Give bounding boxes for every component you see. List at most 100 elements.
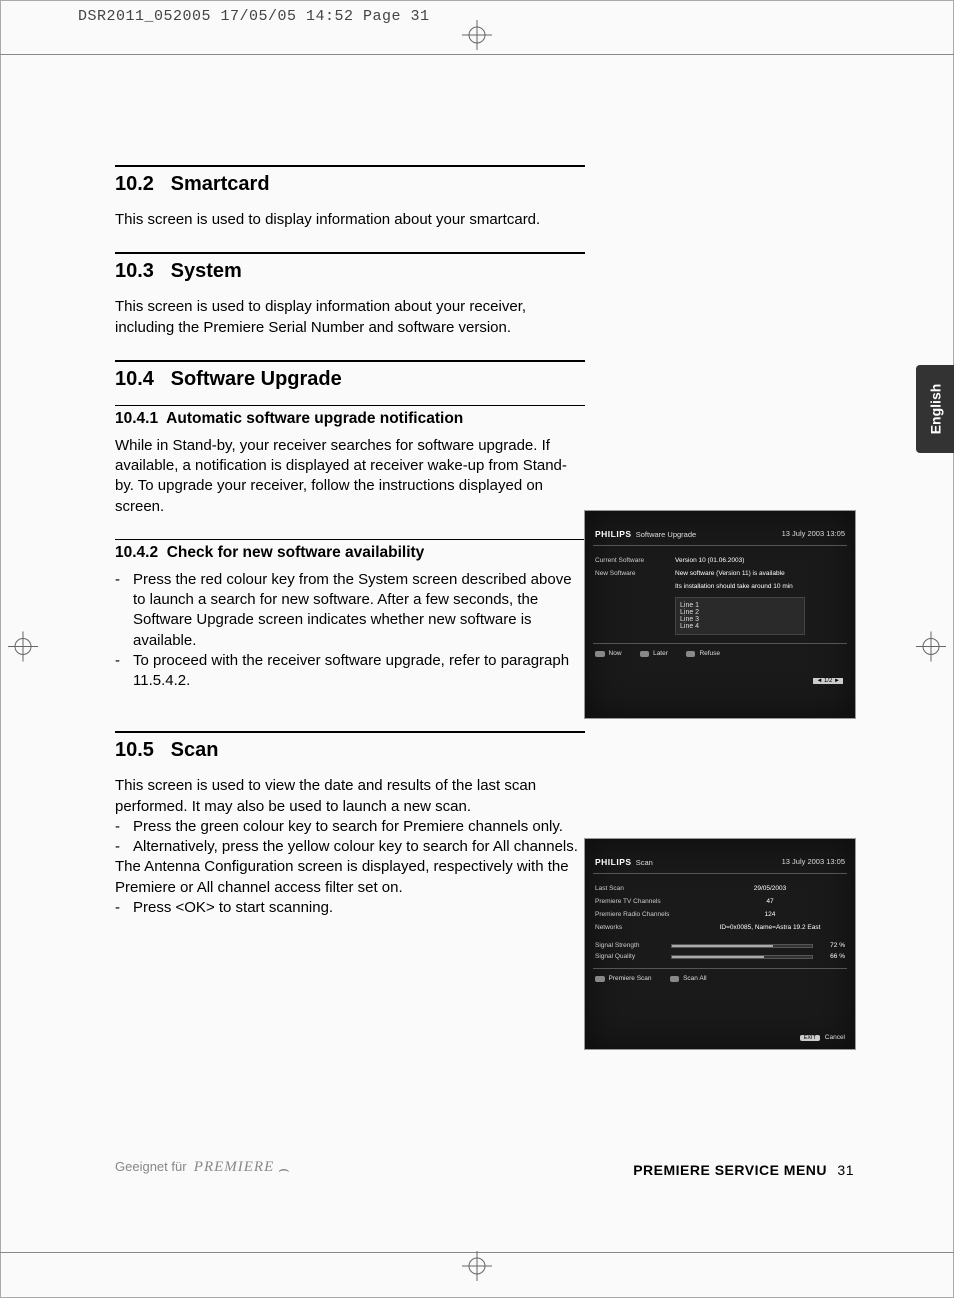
subsection-title-text: Automatic software upgrade notification [166, 410, 463, 427]
lines-box: Line 1 Line 2 Line 3 Line 4 [675, 597, 805, 635]
row-label: Last Scan [595, 885, 695, 892]
section-list: -Press the green colour key to search fo… [115, 817, 585, 858]
section-number: 10.2 [115, 173, 154, 195]
footer-left: Geeignet für PREMIERE ⌢ [115, 1159, 290, 1180]
info-row: Its installation should take around 10 m… [593, 580, 847, 593]
color-key-icon [670, 976, 680, 982]
section-title-text: Scan [171, 739, 219, 761]
screenshot-software-upgrade: PHILIPS Software Upgrade 13 July 2003 13… [584, 510, 856, 719]
language-tab-label: English [927, 384, 943, 435]
section-body: This screen is used to display informati… [115, 297, 585, 338]
subsection-list: -Press the red colour key from the Syste… [115, 570, 585, 692]
info-row: Premiere Radio Channels124 [593, 908, 847, 921]
footer-section-label: PREMIERE SERVICE MENU [633, 1162, 827, 1178]
signal-strength-row: Signal Strength 72 % [593, 940, 847, 951]
screen-datetime: 13 July 2003 13:05 [782, 857, 845, 867]
subsection-heading: 10.4.1 Automatic software upgrade notifi… [115, 410, 855, 428]
bar-percentage: 72 % [819, 942, 845, 949]
footer-option: Premiere Scan [595, 975, 652, 982]
subsection-rule [115, 539, 585, 540]
info-row: Current SoftwareVersion 10 (01.06.2003) [593, 554, 847, 567]
line-item: Line 1 [680, 602, 800, 609]
row-value: 47 [695, 898, 845, 905]
list-item-text: Press the green colour key to search for… [133, 817, 563, 837]
color-key-icon [640, 651, 650, 657]
subsection-body: While in Stand-by, your receiver searche… [115, 436, 585, 517]
screen-title: Software Upgrade [636, 530, 696, 539]
section-rule [115, 731, 585, 733]
row-value: Version 10 (01.06.2003) [675, 557, 744, 564]
screenshot-header: PHILIPS Scan 13 July 2003 13:05 [593, 845, 847, 874]
screenshot-footer: Now Later Refuse [593, 643, 847, 659]
line-item: Line 3 [680, 616, 800, 623]
subsection-number: 10.4.2 [115, 544, 158, 561]
row-value: 124 [695, 911, 845, 918]
row-value: ID=0x0085, Name=Astra 19.2 East [695, 924, 845, 931]
section-number: 10.3 [115, 260, 154, 282]
bar-percentage: 66 % [819, 953, 845, 960]
screenshot-header: PHILIPS Software Upgrade 13 July 2003 13… [593, 517, 847, 546]
bar-label: Signal Strength [595, 942, 665, 949]
screenshot-footer: Premiere Scan Scan All [593, 968, 847, 984]
screenshot-scan: PHILIPS Scan 13 July 2003 13:05 Last Sca… [584, 838, 856, 1050]
premiere-logo: PREMIERE [194, 1159, 274, 1175]
registration-mark-icon [8, 632, 38, 667]
section-heading: 10.5 Scan [115, 739, 855, 762]
row-label: New Software [595, 570, 675, 577]
section-title-text: Smartcard [171, 173, 270, 195]
section-heading: 10.3 System [115, 260, 855, 283]
list-item: -Press the green colour key to search fo… [115, 817, 585, 837]
info-row: Last Scan29/05/2003 [593, 882, 847, 895]
row-label: Current Software [595, 557, 675, 564]
section-title-text: System [171, 260, 242, 282]
footer-right: PREMIERE SERVICE MENU 31 [633, 1162, 854, 1178]
brand-label: PHILIPS [595, 857, 632, 867]
list-item-text: Alternatively, press the yellow colour k… [133, 837, 578, 857]
footer-option: Refuse [686, 650, 720, 657]
row-label: Premiere Radio Channels [595, 911, 695, 918]
row-label: Premiere TV Channels [595, 898, 695, 905]
section-rule [115, 165, 585, 167]
line-item: Line 4 [680, 623, 800, 630]
progress-fill [672, 945, 773, 947]
section-body: The Antenna Configuration screen is disp… [115, 857, 585, 898]
info-row: Premiere TV Channels47 [593, 895, 847, 908]
language-tab: English [916, 365, 954, 453]
section-rule [115, 360, 585, 362]
screen-title: Scan [636, 858, 653, 867]
screen-datetime: 13 July 2003 13:05 [782, 529, 845, 539]
registration-mark-icon [916, 632, 946, 667]
section-heading: 10.4 Software Upgrade [115, 368, 855, 391]
info-row: NetworksID=0x0085, Name=Astra 19.2 East [593, 921, 847, 934]
section-body: This screen is used to display informati… [115, 210, 585, 230]
list-item: -Press the red colour key from the Syste… [115, 570, 585, 651]
section-number: 10.4 [115, 368, 154, 390]
exit-cancel: EXIT Cancel [800, 1034, 845, 1041]
progress-bar [671, 944, 813, 948]
list-item: -To proceed with the receiver software u… [115, 651, 585, 692]
row-label: Networks [595, 924, 695, 931]
print-header: DSR2011_052005 17/05/05 14:52 Page 31 [78, 8, 430, 25]
footer-prefix: Geeignet für [115, 1159, 187, 1174]
exit-button-icon: EXIT [800, 1035, 820, 1041]
footer-option: Scan All [670, 975, 707, 982]
progress-bar [671, 955, 813, 959]
section-body: This screen is used to view the date and… [115, 776, 585, 817]
subsection-rule [115, 405, 585, 406]
section-title-text: Software Upgrade [171, 368, 342, 390]
registration-mark-icon [462, 20, 492, 55]
section-rule [115, 252, 585, 254]
progress-fill [672, 956, 764, 958]
list-item-text: To proceed with the receiver software up… [133, 651, 585, 692]
footer-option: Later [640, 650, 668, 657]
subsection-number: 10.4.1 [115, 410, 158, 427]
section-heading: 10.2 Smartcard [115, 173, 855, 196]
row-value: Its installation should take around 10 m… [675, 583, 793, 590]
page-number: 31 [837, 1162, 854, 1178]
page-footer: Geeignet für PREMIERE ⌢ PREMIERE SERVICE… [115, 1159, 854, 1180]
list-item-text: Press the red colour key from the System… [133, 570, 585, 651]
subsection-title-text: Check for new software availability [167, 544, 425, 561]
brand-label: PHILIPS [595, 529, 632, 539]
bar-label: Signal Quality [595, 953, 665, 960]
list-item: -Alternatively, press the yellow colour … [115, 837, 585, 857]
